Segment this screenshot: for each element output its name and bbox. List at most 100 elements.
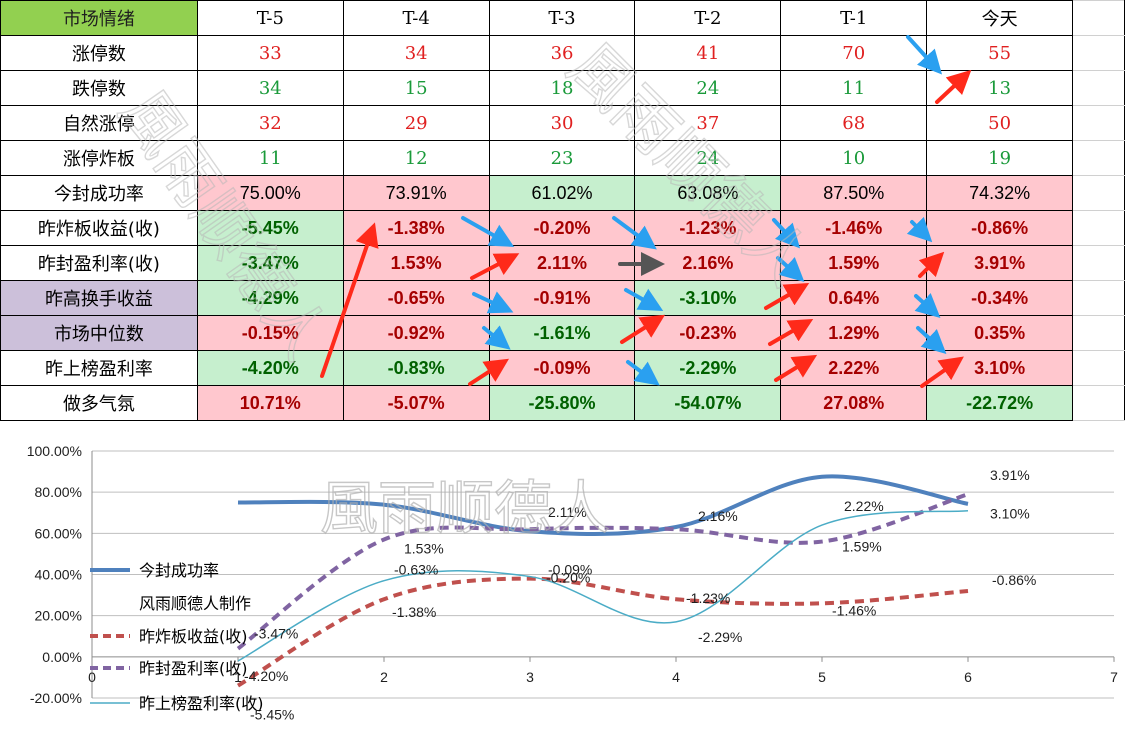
table-cell: 33 xyxy=(196,35,344,71)
table-cell: 50 xyxy=(926,105,1074,141)
table-cell: -2.29% xyxy=(634,350,782,386)
y-tick-label: -20.00% xyxy=(30,690,82,706)
table-row: 做多气氛 10.71% -5.07% -25.80% -54.07% 27.08% -22.… xyxy=(0,385,1125,421)
table-cell: 0.64% xyxy=(780,280,928,316)
table-row: 涨停炸板 11 12 23 24 10 19 xyxy=(0,140,1125,176)
table-row: 昨炸板收益(收) -5.45% -1.38% -0.20% -1.23% -1.46% -0… xyxy=(0,210,1125,246)
y-tick-label: 80.00% xyxy=(35,484,82,500)
x-tick-label: 6 xyxy=(964,669,972,685)
legend-entry: 昨封盈利率(收) xyxy=(139,659,248,678)
row-label: 涨停数 xyxy=(0,35,198,71)
table-cell: 13 xyxy=(926,70,1074,106)
table-cell: 34 xyxy=(342,35,490,71)
table-cell: -1.23% xyxy=(634,210,782,246)
table-cell: 30 xyxy=(488,105,636,141)
table-row: 涨停数 33 34 36 41 70 55 xyxy=(0,35,1125,71)
table-row: 昨高换手收益 -4.29% -0.65% -0.91% -3.10% 0.64% -0.34… xyxy=(0,280,1125,316)
data-label: 2.11% xyxy=(548,504,587,520)
sheet-spacer xyxy=(1072,140,1125,176)
data-label: 1.53% xyxy=(404,541,444,557)
y-tick-label: 100.00% xyxy=(27,443,82,459)
table-corner-label: 市场情绪 xyxy=(0,0,198,36)
table-cell: -22.72% xyxy=(926,385,1074,421)
data-label: -1.46% xyxy=(832,602,876,618)
table-cell: -0.23% xyxy=(634,315,782,351)
data-label: -5.45% xyxy=(250,707,294,723)
table-cell: -4.29% xyxy=(196,280,344,316)
y-tick-label: 40.00% xyxy=(35,567,82,583)
y-tick-label: 60.00% xyxy=(35,525,82,541)
data-label: 3.91% xyxy=(990,467,1030,483)
series-line-3 xyxy=(237,509,969,662)
sheet-spacer xyxy=(1072,280,1125,316)
legend-entry: 昨上榜盈利率(收) xyxy=(139,694,264,713)
table-cell: 2.22% xyxy=(780,350,928,386)
sheet-spacer xyxy=(1072,0,1125,36)
table-cell: -54.07% xyxy=(634,385,782,421)
table-cell: 55 xyxy=(926,35,1074,71)
data-label: 3.10% xyxy=(990,506,1030,522)
table-cell: 3.10% xyxy=(926,350,1074,386)
sheet-spacer xyxy=(1072,350,1125,386)
table-cell: 68 xyxy=(780,105,928,141)
table-cell: 1.29% xyxy=(780,315,928,351)
x-tick-label: 7 xyxy=(1110,669,1118,685)
table-cell: -5.07% xyxy=(342,385,490,421)
data-label: -0.20% xyxy=(546,570,590,586)
table-cell: -0.92% xyxy=(342,315,490,351)
data-label: -2.29% xyxy=(698,629,742,645)
table-cell: -1.46% xyxy=(780,210,928,246)
sheet-spacer xyxy=(1072,245,1125,281)
column-header-5: 今天 xyxy=(926,0,1074,36)
table-cell: -0.15% xyxy=(196,315,344,351)
line-chart: -20.00% 0.00% 20.00% 40.00% 60.00% 80.00% 100.… xyxy=(0,430,1125,741)
table-cell: 2.11% xyxy=(488,245,636,281)
table-cell: 75.00% xyxy=(196,175,344,211)
table-row: 跌停数 34 15 18 24 11 13 xyxy=(0,70,1125,106)
table-cell: -0.86% xyxy=(926,210,1074,246)
table-cell: 10.71% xyxy=(196,385,344,421)
table-cell: -1.61% xyxy=(488,315,636,351)
x-tick-label: 4 xyxy=(672,669,680,685)
row-label: 今封成功率 xyxy=(0,175,198,211)
row-label: 昨封盈利率(收) xyxy=(0,245,198,281)
sheet-spacer xyxy=(1072,35,1125,71)
table-cell: 19 xyxy=(926,140,1074,176)
table-cell: -25.80% xyxy=(488,385,636,421)
column-header-1: T-4 xyxy=(342,0,490,36)
table-cell: 70 xyxy=(780,35,928,71)
table-cell: 41 xyxy=(634,35,782,71)
table-cell: -0.65% xyxy=(342,280,490,316)
data-label: -4.20% xyxy=(244,668,288,684)
table-cell: 24 xyxy=(634,70,782,106)
table-cell: 3.91% xyxy=(926,245,1074,281)
table-row: 昨上榜盈利率 -4.20% -0.83% -0.09% -2.29% 2.22% 3.10% xyxy=(0,350,1125,386)
table-cell: 63.08% xyxy=(634,175,782,211)
series-line-0 xyxy=(237,474,969,536)
column-header-2: T-3 xyxy=(488,0,636,36)
series-line-2 xyxy=(236,492,969,651)
table-cell: 12 xyxy=(342,140,490,176)
market-sentiment-table: 市场情绪 T-5 T-4 T-3 T-2 T-1 今天 涨停数 33 34 36 41 70 55 跌停数 3… xyxy=(0,0,1125,421)
table-cell: 18 xyxy=(488,70,636,106)
sheet-spacer xyxy=(1072,210,1125,246)
table-row: 昨封盈利率(收) -3.47% 1.53% 2.11% 2.16% 1.59% 3.91% xyxy=(0,245,1125,281)
table-cell: 10 xyxy=(780,140,928,176)
table-cell: -5.45% xyxy=(196,210,344,246)
table-cell: 11 xyxy=(780,70,928,106)
table-cell: 24 xyxy=(634,140,782,176)
table-cell: -4.20% xyxy=(196,350,344,386)
row-label: 市场中位数 xyxy=(0,315,198,351)
x-tick-label: 5 xyxy=(818,669,826,685)
table-cell: 87.50% xyxy=(780,175,928,211)
table-cell: -0.34% xyxy=(926,280,1074,316)
table-cell: 74.32% xyxy=(926,175,1074,211)
data-label: -1.23% xyxy=(686,590,730,606)
row-label: 昨上榜盈利率 xyxy=(0,350,198,386)
legend-entry: 风雨顺德人制作 xyxy=(139,594,251,613)
table-cell: 11 xyxy=(196,140,344,176)
data-label: -1.38% xyxy=(392,604,436,620)
chart-background xyxy=(0,430,1125,741)
table-cell: 32 xyxy=(196,105,344,141)
